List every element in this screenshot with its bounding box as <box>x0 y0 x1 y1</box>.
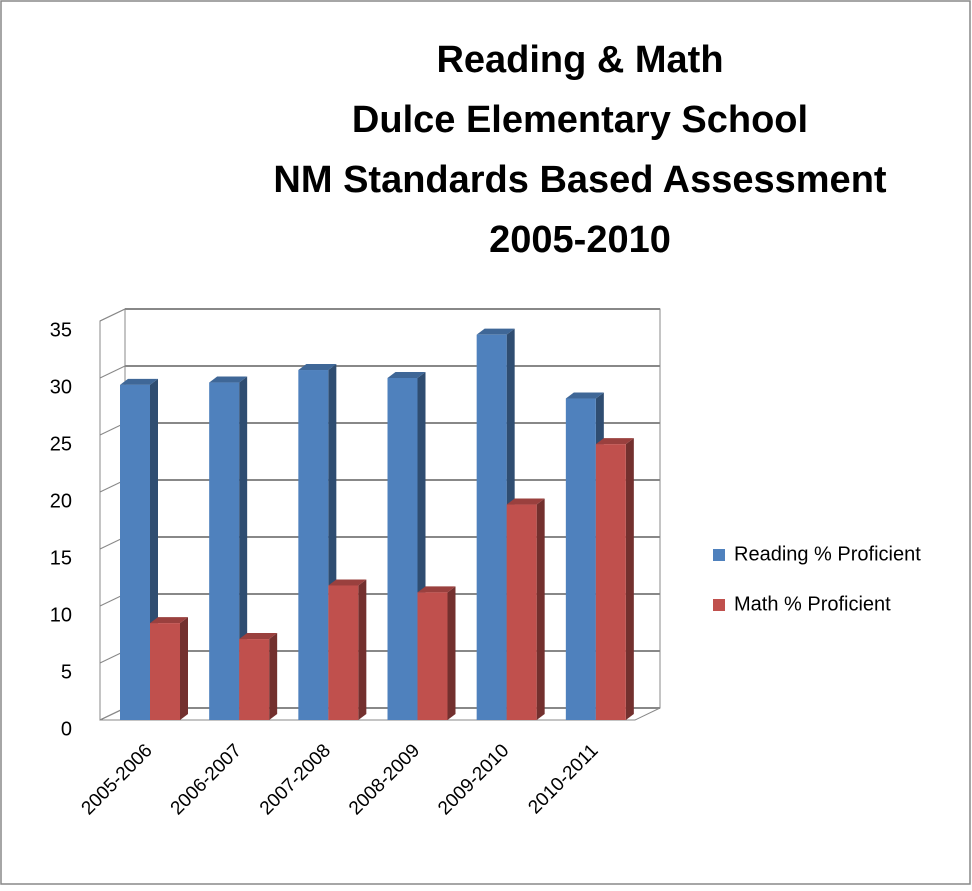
bar-top <box>417 586 456 593</box>
grid-line <box>99 308 126 322</box>
y-tick-label: 10 <box>50 604 72 626</box>
bar-top <box>150 617 188 624</box>
bar-top <box>595 438 634 445</box>
bar-side <box>625 438 634 720</box>
bar-top <box>565 392 604 399</box>
chart-title: NM Standards Based Assessment <box>273 159 886 201</box>
y-tick-label: 5 <box>61 661 72 683</box>
y-tick-label: 30 <box>50 376 72 398</box>
y-tick-label: 0 <box>61 718 72 740</box>
bar <box>120 384 150 720</box>
bar <box>239 639 270 720</box>
bar <box>476 334 507 720</box>
bar <box>417 592 448 720</box>
bar <box>387 378 418 720</box>
bar-side <box>358 579 367 720</box>
bar-side <box>447 586 456 720</box>
legend-label: Math % Proficient <box>734 593 891 615</box>
bar <box>565 398 596 720</box>
chart-title: Reading & Math <box>436 39 723 81</box>
bar-top <box>209 376 248 383</box>
legend-swatch <box>713 549 725 561</box>
bar-top <box>387 372 426 378</box>
bar-top <box>476 328 515 335</box>
bar <box>595 444 626 720</box>
bar-top <box>120 378 158 385</box>
legend-swatch <box>713 599 725 611</box>
bar-side <box>239 376 248 720</box>
y-tick-label: 35 <box>50 319 72 341</box>
chart-title: Dulce Elementary School <box>352 99 808 141</box>
bar <box>298 370 329 720</box>
bar <box>150 623 180 720</box>
bar <box>506 504 537 720</box>
bar-top <box>328 579 367 586</box>
y-tick-label: 25 <box>50 433 72 455</box>
bar-side <box>536 498 545 720</box>
grid-line <box>99 365 126 379</box>
legend-label: Reading % Proficient <box>734 543 921 565</box>
bar-top <box>506 498 545 505</box>
chart-title: 2005-2010 <box>489 219 671 261</box>
bar-side <box>180 617 188 720</box>
bar-top <box>239 633 278 640</box>
bar <box>328 585 359 720</box>
bar-top <box>298 364 337 371</box>
y-tick-label: 20 <box>50 490 72 512</box>
bar-side <box>269 633 278 720</box>
bar <box>209 382 240 720</box>
y-tick-label: 15 <box>50 547 72 569</box>
